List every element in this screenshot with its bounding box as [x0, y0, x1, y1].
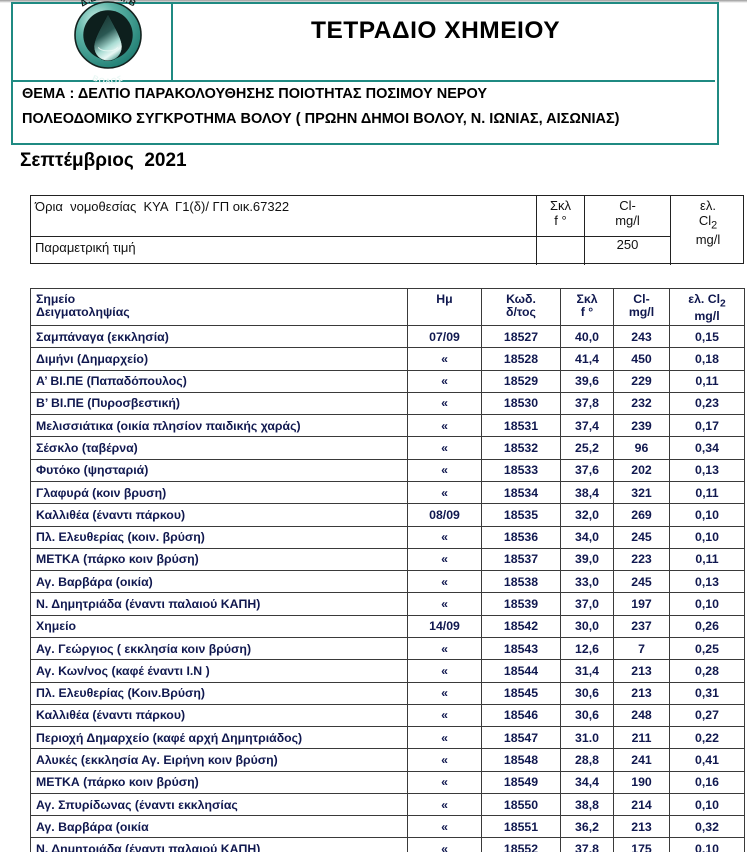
svg-text:ΒΟΛΟΣ: ΒΟΛΟΣ — [91, 73, 125, 86]
